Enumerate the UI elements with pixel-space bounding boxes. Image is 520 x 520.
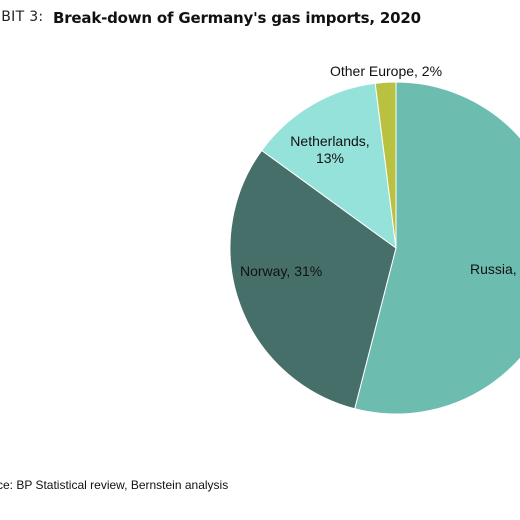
exhibit-label: HIBIT 3: <box>0 9 44 25</box>
pie-slice-netherlands <box>261 82 397 250</box>
source-note: rce: BP Statistical review, Bernstein an… <box>0 478 229 492</box>
pie-labels: Russia, Norway, 31% Netherlands, 13% Other E… <box>240 63 517 279</box>
slice-label-norway: Norway, 31% <box>240 263 322 279</box>
slice-label-russia: Russia, <box>470 261 517 277</box>
chart-title: Break-down of Germany's gas imports, 202… <box>53 9 421 27</box>
pie-slice-norway <box>229 149 397 410</box>
pie-slice-other-europe <box>374 81 397 249</box>
pie-slices <box>229 81 520 415</box>
slice-label-other-europe: Other Europe, 2% <box>330 63 442 79</box>
slice-label-netherlands: Netherlands, 13% <box>290 133 369 166</box>
chart-header: HIBIT 3: Break-down of Germany's gas imp… <box>0 0 520 40</box>
